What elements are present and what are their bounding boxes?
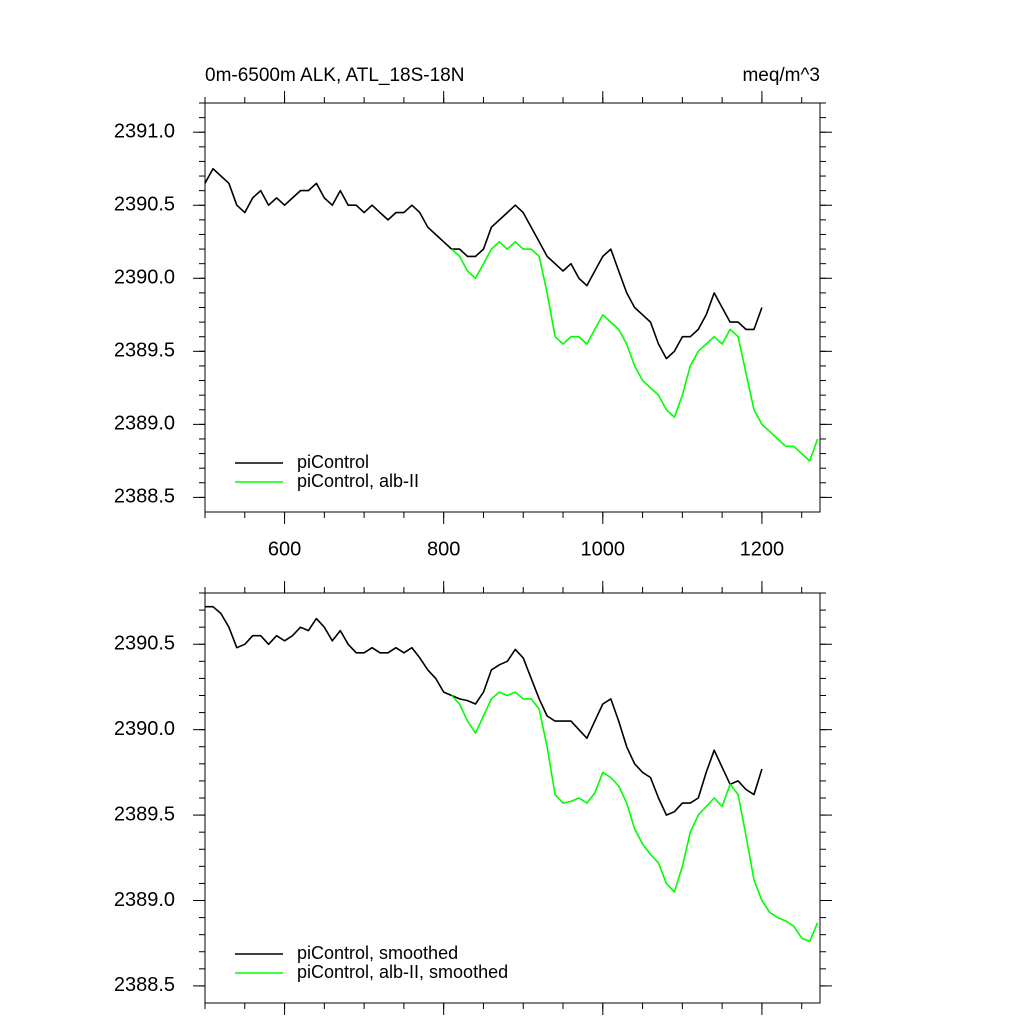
y-tick-label: 2390.0 (114, 267, 175, 289)
plot-frame (204, 102, 821, 513)
legend-label: piControl, alb-II, smoothed (297, 962, 508, 982)
legend-label: piControl, alb-II (297, 471, 419, 491)
data-line (451, 241, 819, 462)
y-tick-label: 2391.0 (114, 120, 175, 142)
legend-label: piControl (297, 452, 369, 472)
y-tick-label: 2389.0 (114, 889, 175, 911)
chart-title: 0m-6500m ALK, ATL_18S-18N (205, 65, 464, 86)
y-tick-label: 2390.0 (114, 718, 175, 740)
y-tick-label: 2388.5 (114, 974, 175, 996)
x-tick-label: 1200 (740, 538, 785, 560)
x-tick-label: 1000 (581, 538, 626, 560)
legend-label: piControl, smoothed (297, 943, 458, 963)
y-tick-label: 2390.5 (114, 633, 175, 655)
x-tick-label: 800 (427, 538, 460, 560)
y-tick-label: 2389.0 (114, 413, 175, 435)
units-label: meq/m^3 (742, 65, 820, 86)
x-tick-label: 600 (268, 538, 301, 560)
data-line (451, 691, 819, 943)
data-line (205, 605, 763, 816)
data-line (204, 167, 763, 360)
y-tick-label: 2389.5 (114, 340, 175, 362)
y-tick-label: 2390.5 (114, 194, 175, 216)
y-tick-label: 2389.5 (114, 803, 175, 825)
y-tick-label: 2388.5 (114, 486, 175, 508)
